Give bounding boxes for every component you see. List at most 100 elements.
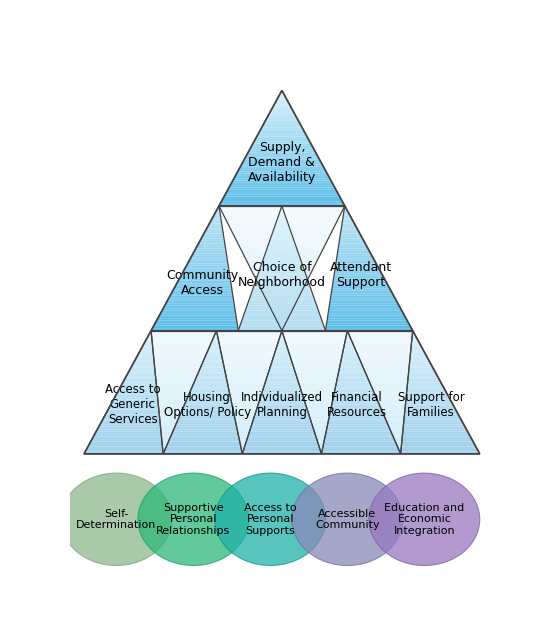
Ellipse shape — [369, 473, 480, 565]
Polygon shape — [244, 311, 320, 313]
Polygon shape — [170, 293, 233, 296]
Polygon shape — [154, 323, 238, 325]
Polygon shape — [239, 246, 324, 248]
Polygon shape — [272, 311, 292, 313]
Polygon shape — [263, 387, 301, 390]
Polygon shape — [301, 390, 335, 392]
Polygon shape — [343, 218, 353, 221]
Polygon shape — [240, 165, 323, 167]
Polygon shape — [207, 350, 221, 353]
Polygon shape — [412, 336, 417, 338]
Text: Financial
Resources: Financial Resources — [326, 390, 387, 419]
Polygon shape — [272, 107, 292, 109]
Polygon shape — [274, 226, 290, 228]
Polygon shape — [304, 399, 333, 402]
Polygon shape — [329, 300, 398, 303]
Polygon shape — [143, 343, 152, 345]
Polygon shape — [364, 367, 409, 370]
Polygon shape — [163, 452, 243, 454]
Polygon shape — [338, 370, 365, 373]
Polygon shape — [268, 373, 296, 375]
Polygon shape — [341, 228, 359, 231]
Polygon shape — [374, 392, 406, 395]
Polygon shape — [154, 360, 204, 362]
Polygon shape — [236, 241, 327, 243]
Polygon shape — [239, 439, 247, 441]
Polygon shape — [136, 355, 153, 358]
Polygon shape — [402, 439, 473, 441]
Polygon shape — [158, 404, 184, 407]
Polygon shape — [180, 276, 230, 278]
Polygon shape — [164, 449, 242, 452]
Polygon shape — [258, 271, 305, 273]
Polygon shape — [239, 436, 248, 439]
Polygon shape — [99, 424, 161, 427]
Polygon shape — [204, 231, 223, 234]
Polygon shape — [274, 316, 289, 318]
Polygon shape — [381, 410, 405, 412]
Polygon shape — [169, 296, 233, 298]
Polygon shape — [403, 427, 466, 429]
Polygon shape — [135, 358, 154, 360]
Polygon shape — [199, 370, 225, 373]
Polygon shape — [410, 358, 429, 360]
Polygon shape — [159, 313, 236, 316]
Polygon shape — [218, 341, 279, 343]
Polygon shape — [335, 387, 373, 390]
Polygon shape — [329, 303, 399, 306]
Polygon shape — [115, 395, 158, 397]
Polygon shape — [237, 429, 250, 432]
Polygon shape — [157, 387, 192, 390]
Polygon shape — [267, 116, 297, 118]
Polygon shape — [303, 397, 333, 399]
Polygon shape — [243, 449, 321, 452]
Polygon shape — [257, 281, 307, 283]
Polygon shape — [344, 206, 346, 209]
Polygon shape — [340, 231, 360, 234]
Polygon shape — [342, 353, 358, 355]
Polygon shape — [167, 441, 240, 444]
Polygon shape — [184, 402, 232, 404]
Polygon shape — [280, 209, 284, 211]
Polygon shape — [241, 447, 245, 449]
Polygon shape — [268, 243, 296, 246]
Polygon shape — [368, 380, 408, 382]
Polygon shape — [306, 404, 332, 407]
Polygon shape — [240, 444, 245, 447]
Polygon shape — [357, 353, 410, 355]
Polygon shape — [361, 362, 410, 365]
Polygon shape — [338, 251, 371, 253]
Polygon shape — [263, 293, 301, 296]
Polygon shape — [337, 256, 373, 258]
Polygon shape — [190, 390, 229, 392]
Polygon shape — [404, 417, 461, 419]
Polygon shape — [402, 436, 472, 439]
Polygon shape — [305, 402, 332, 404]
Polygon shape — [327, 318, 407, 321]
Polygon shape — [342, 223, 356, 226]
Polygon shape — [245, 444, 319, 447]
Polygon shape — [223, 213, 341, 216]
Polygon shape — [274, 353, 290, 355]
Polygon shape — [252, 288, 311, 291]
Polygon shape — [133, 362, 155, 365]
Polygon shape — [277, 321, 287, 323]
Polygon shape — [265, 251, 299, 253]
Polygon shape — [267, 300, 297, 303]
Polygon shape — [101, 419, 160, 422]
Polygon shape — [248, 151, 316, 152]
Polygon shape — [277, 218, 287, 221]
Polygon shape — [283, 333, 346, 336]
Polygon shape — [348, 333, 412, 336]
Polygon shape — [402, 434, 470, 436]
Polygon shape — [196, 246, 225, 248]
Polygon shape — [116, 392, 157, 395]
Polygon shape — [407, 387, 445, 390]
Polygon shape — [206, 353, 222, 355]
Polygon shape — [263, 385, 300, 387]
Polygon shape — [334, 392, 375, 395]
Polygon shape — [323, 441, 397, 444]
Polygon shape — [228, 387, 263, 390]
Polygon shape — [205, 355, 222, 358]
Polygon shape — [282, 330, 347, 333]
